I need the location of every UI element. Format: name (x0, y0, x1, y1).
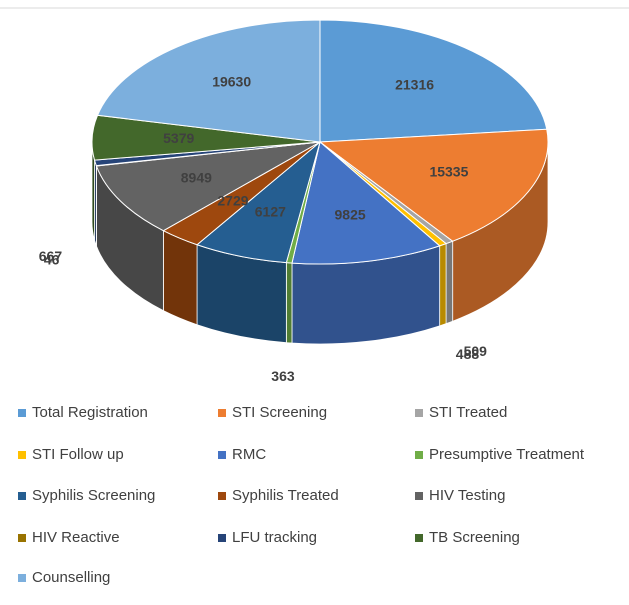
slice (95, 141, 321, 232)
slice-side (439, 243, 447, 327)
legend-swatch (218, 409, 226, 417)
data-label: 509 (464, 343, 488, 359)
data-label: 8949 (181, 169, 212, 185)
data-label: 5379 (163, 130, 194, 146)
legend-swatch (18, 409, 26, 417)
legend-label: RMC (232, 446, 266, 463)
legend-swatch (218, 492, 226, 500)
data-label: 488 (456, 346, 480, 362)
legend-swatch (18, 534, 26, 542)
legend-swatch (415, 451, 423, 459)
legend-swatch (18, 492, 26, 500)
legend-label: Syphilis Screening (32, 487, 155, 504)
pie-sides (91, 141, 549, 345)
slice (319, 19, 548, 143)
legend-label: TB Screening (429, 529, 520, 546)
legend-label: HIV Reactive (32, 529, 120, 546)
pie-tops (91, 19, 549, 265)
legend-label: HIV Testing (429, 487, 505, 504)
legend-label: Counselling (32, 569, 110, 586)
legend-label: STI Treated (429, 404, 507, 421)
legend-swatch (415, 492, 423, 500)
data-label: 15335 (429, 164, 468, 180)
slice-side (162, 230, 198, 326)
data-label: 667 (39, 248, 63, 264)
data-label: 2729 (217, 192, 248, 208)
slice (291, 141, 441, 265)
data-label: 9825 (335, 207, 366, 223)
data-label: 46 (44, 251, 60, 267)
legend-label: Presumptive Treatment (429, 446, 585, 463)
legend: Total Registration STI Screening STI Treat… (18, 404, 585, 586)
slice-side (285, 262, 293, 344)
legend-swatch (415, 409, 423, 417)
data-label: 363 (271, 368, 295, 384)
legend-label: Syphilis Treated (232, 487, 339, 504)
legend-label: STI Follow up (32, 446, 124, 463)
legend-swatch (18, 451, 26, 459)
data-label: 19630 (212, 74, 251, 90)
slice (96, 19, 321, 143)
slice-side (445, 240, 454, 325)
legend-label: STI Screening (232, 404, 327, 421)
legend-label: LFU tracking (232, 529, 317, 546)
slice (318, 128, 549, 242)
data-label: 6127 (255, 204, 286, 220)
data-label: 21316 (395, 76, 434, 92)
legend-swatch (218, 451, 226, 459)
legend-swatch (415, 534, 423, 542)
legend-swatch (18, 574, 26, 582)
legend-label: Total Registration (32, 404, 148, 421)
legend-swatch (218, 534, 226, 542)
